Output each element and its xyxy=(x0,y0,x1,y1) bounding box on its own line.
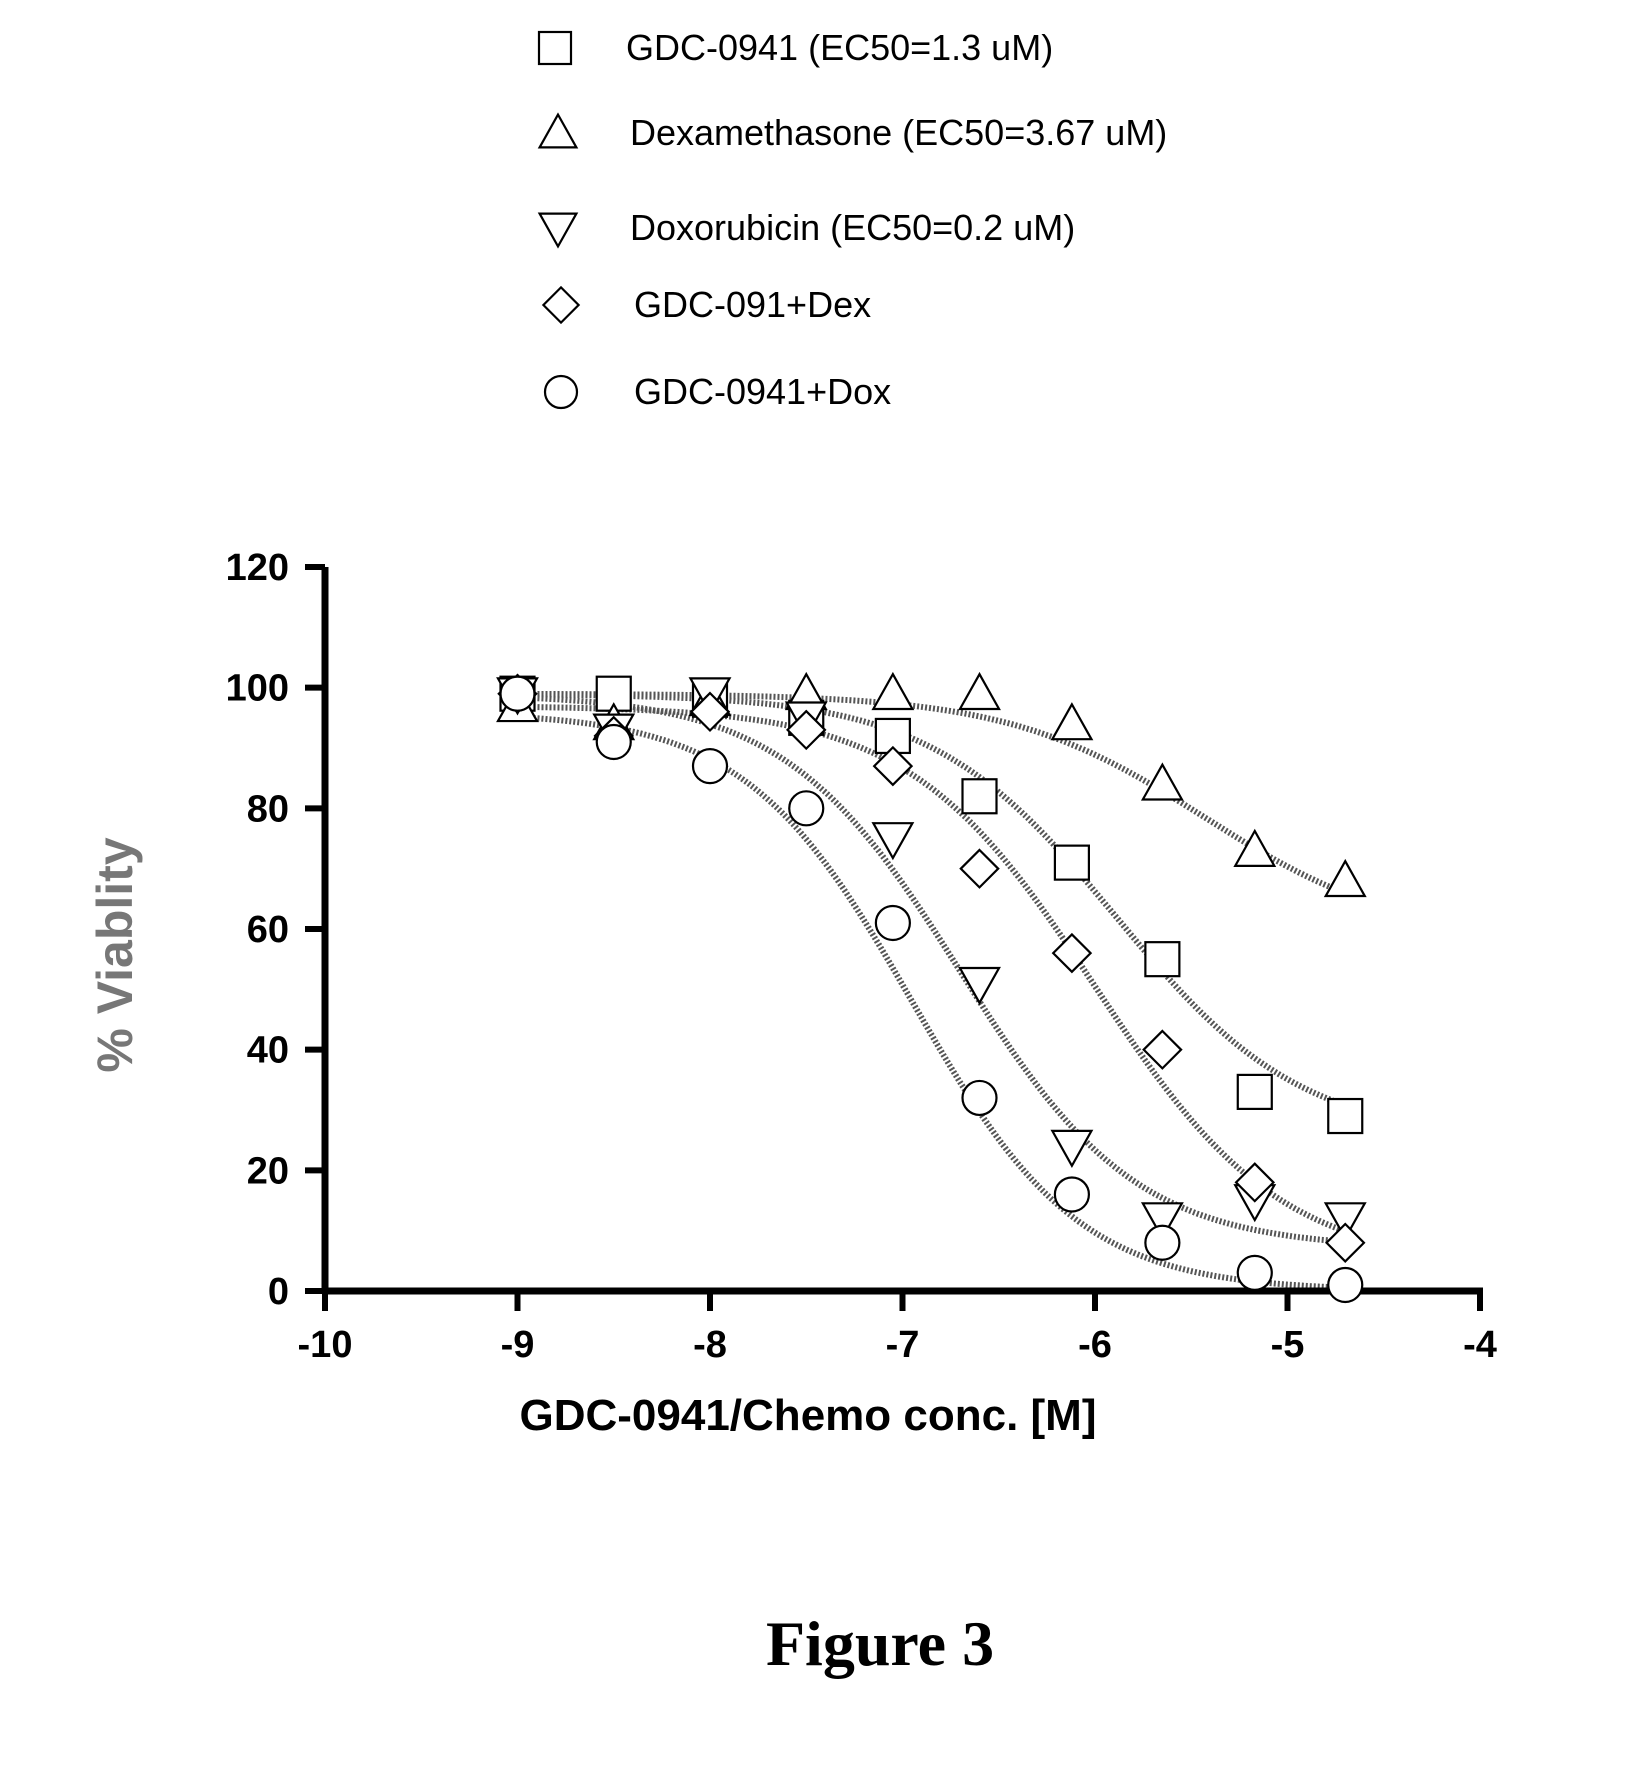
legend-label: GDC-091+Dex xyxy=(634,284,871,325)
fit-curves xyxy=(518,694,1346,1288)
data-point xyxy=(873,674,912,709)
data-point xyxy=(1052,1131,1091,1166)
data-point xyxy=(693,749,727,783)
x-tick-label: -7 xyxy=(886,1324,920,1366)
x-tick-label: -6 xyxy=(1078,1324,1112,1366)
y-tick-label: 60 xyxy=(247,909,289,951)
legend-item: GDC-0941 (EC50=1.3 uM) xyxy=(539,27,1053,68)
fit-curve xyxy=(518,694,1346,893)
x-axis-label: GDC-0941/Chemo conc. [M] xyxy=(520,1391,1097,1440)
legend-marker-triangle-down xyxy=(540,214,577,247)
legend-marker-square xyxy=(539,32,571,64)
y-tick-label: 0 xyxy=(268,1271,289,1313)
data-point xyxy=(963,779,997,813)
ticks: 0 20 40 60 80 100 120 -10 -9 -8 -7 -6 -5 -4 xyxy=(226,547,1497,1366)
x-tick-label: -4 xyxy=(1463,1324,1497,1366)
data-point xyxy=(876,906,910,940)
data-point xyxy=(789,791,823,825)
data-point xyxy=(1052,704,1091,739)
data-point xyxy=(1328,1268,1362,1302)
legend-label: GDC-0941 (EC50=1.3 uM) xyxy=(626,27,1053,68)
y-axis-label: % Viablity xyxy=(87,837,143,1072)
legend-item: GDC-0941+Dox xyxy=(545,371,891,412)
series-3-points xyxy=(499,675,1364,1261)
legend-label: Doxorubicin (EC50=0.2 uM) xyxy=(630,207,1075,248)
y-tick-label: 100 xyxy=(226,668,289,710)
x-tick-label: -5 xyxy=(1271,1324,1305,1366)
data-point xyxy=(1145,942,1179,976)
data-point xyxy=(501,677,535,711)
x-tick-label: -8 xyxy=(693,1324,727,1366)
data-point xyxy=(1327,1224,1364,1261)
data-point xyxy=(1055,846,1089,880)
legend-label: Dexamethasone (EC50=3.67 uM) xyxy=(630,112,1167,153)
legend-item: GDC-091+Dex xyxy=(543,284,871,325)
legend-label: GDC-0941+Dox xyxy=(634,371,891,412)
legend-item: Dexamethasone (EC50=3.67 uM) xyxy=(540,112,1168,153)
fit-curve xyxy=(518,717,1346,1288)
legend-item: Doxorubicin (EC50=0.2 uM) xyxy=(540,207,1076,248)
y-tick-label: 40 xyxy=(247,1030,289,1072)
data-point xyxy=(963,1081,997,1115)
legend-marker-diamond xyxy=(543,287,578,322)
data-point xyxy=(597,725,631,759)
y-tick-label: 20 xyxy=(247,1150,289,1192)
data-markers xyxy=(498,674,1365,1302)
series-4-points xyxy=(501,677,1363,1302)
figure-caption: Figure 3 xyxy=(766,1608,994,1679)
y-tick-label: 120 xyxy=(226,547,289,589)
series-2-points xyxy=(498,678,1365,1238)
y-tick-label: 80 xyxy=(247,788,289,830)
x-tick-label: -9 xyxy=(501,1324,535,1366)
data-point xyxy=(1145,1226,1179,1260)
legend-marker-triangle-up xyxy=(540,115,577,148)
data-point xyxy=(961,850,998,887)
data-point xyxy=(1328,1099,1362,1133)
data-point xyxy=(1235,831,1274,866)
data-point xyxy=(1055,1177,1089,1211)
plot-area: 0 20 40 60 80 100 120 -10 -9 -8 -7 -6 -5 -4 xyxy=(226,547,1497,1366)
legend: GDC-0941 (EC50=1.3 uM) Dexamethasone (EC5… xyxy=(539,27,1167,412)
x-tick-label: -10 xyxy=(298,1324,353,1366)
fit-curve xyxy=(518,697,1346,1242)
data-point xyxy=(1326,861,1365,896)
data-point xyxy=(1238,1075,1272,1109)
data-point xyxy=(873,823,912,858)
fit-curve xyxy=(518,707,1346,1231)
legend-marker-circle xyxy=(545,376,577,408)
data-point xyxy=(960,674,999,709)
fit-curve xyxy=(518,694,1346,1105)
data-point xyxy=(1238,1256,1272,1290)
